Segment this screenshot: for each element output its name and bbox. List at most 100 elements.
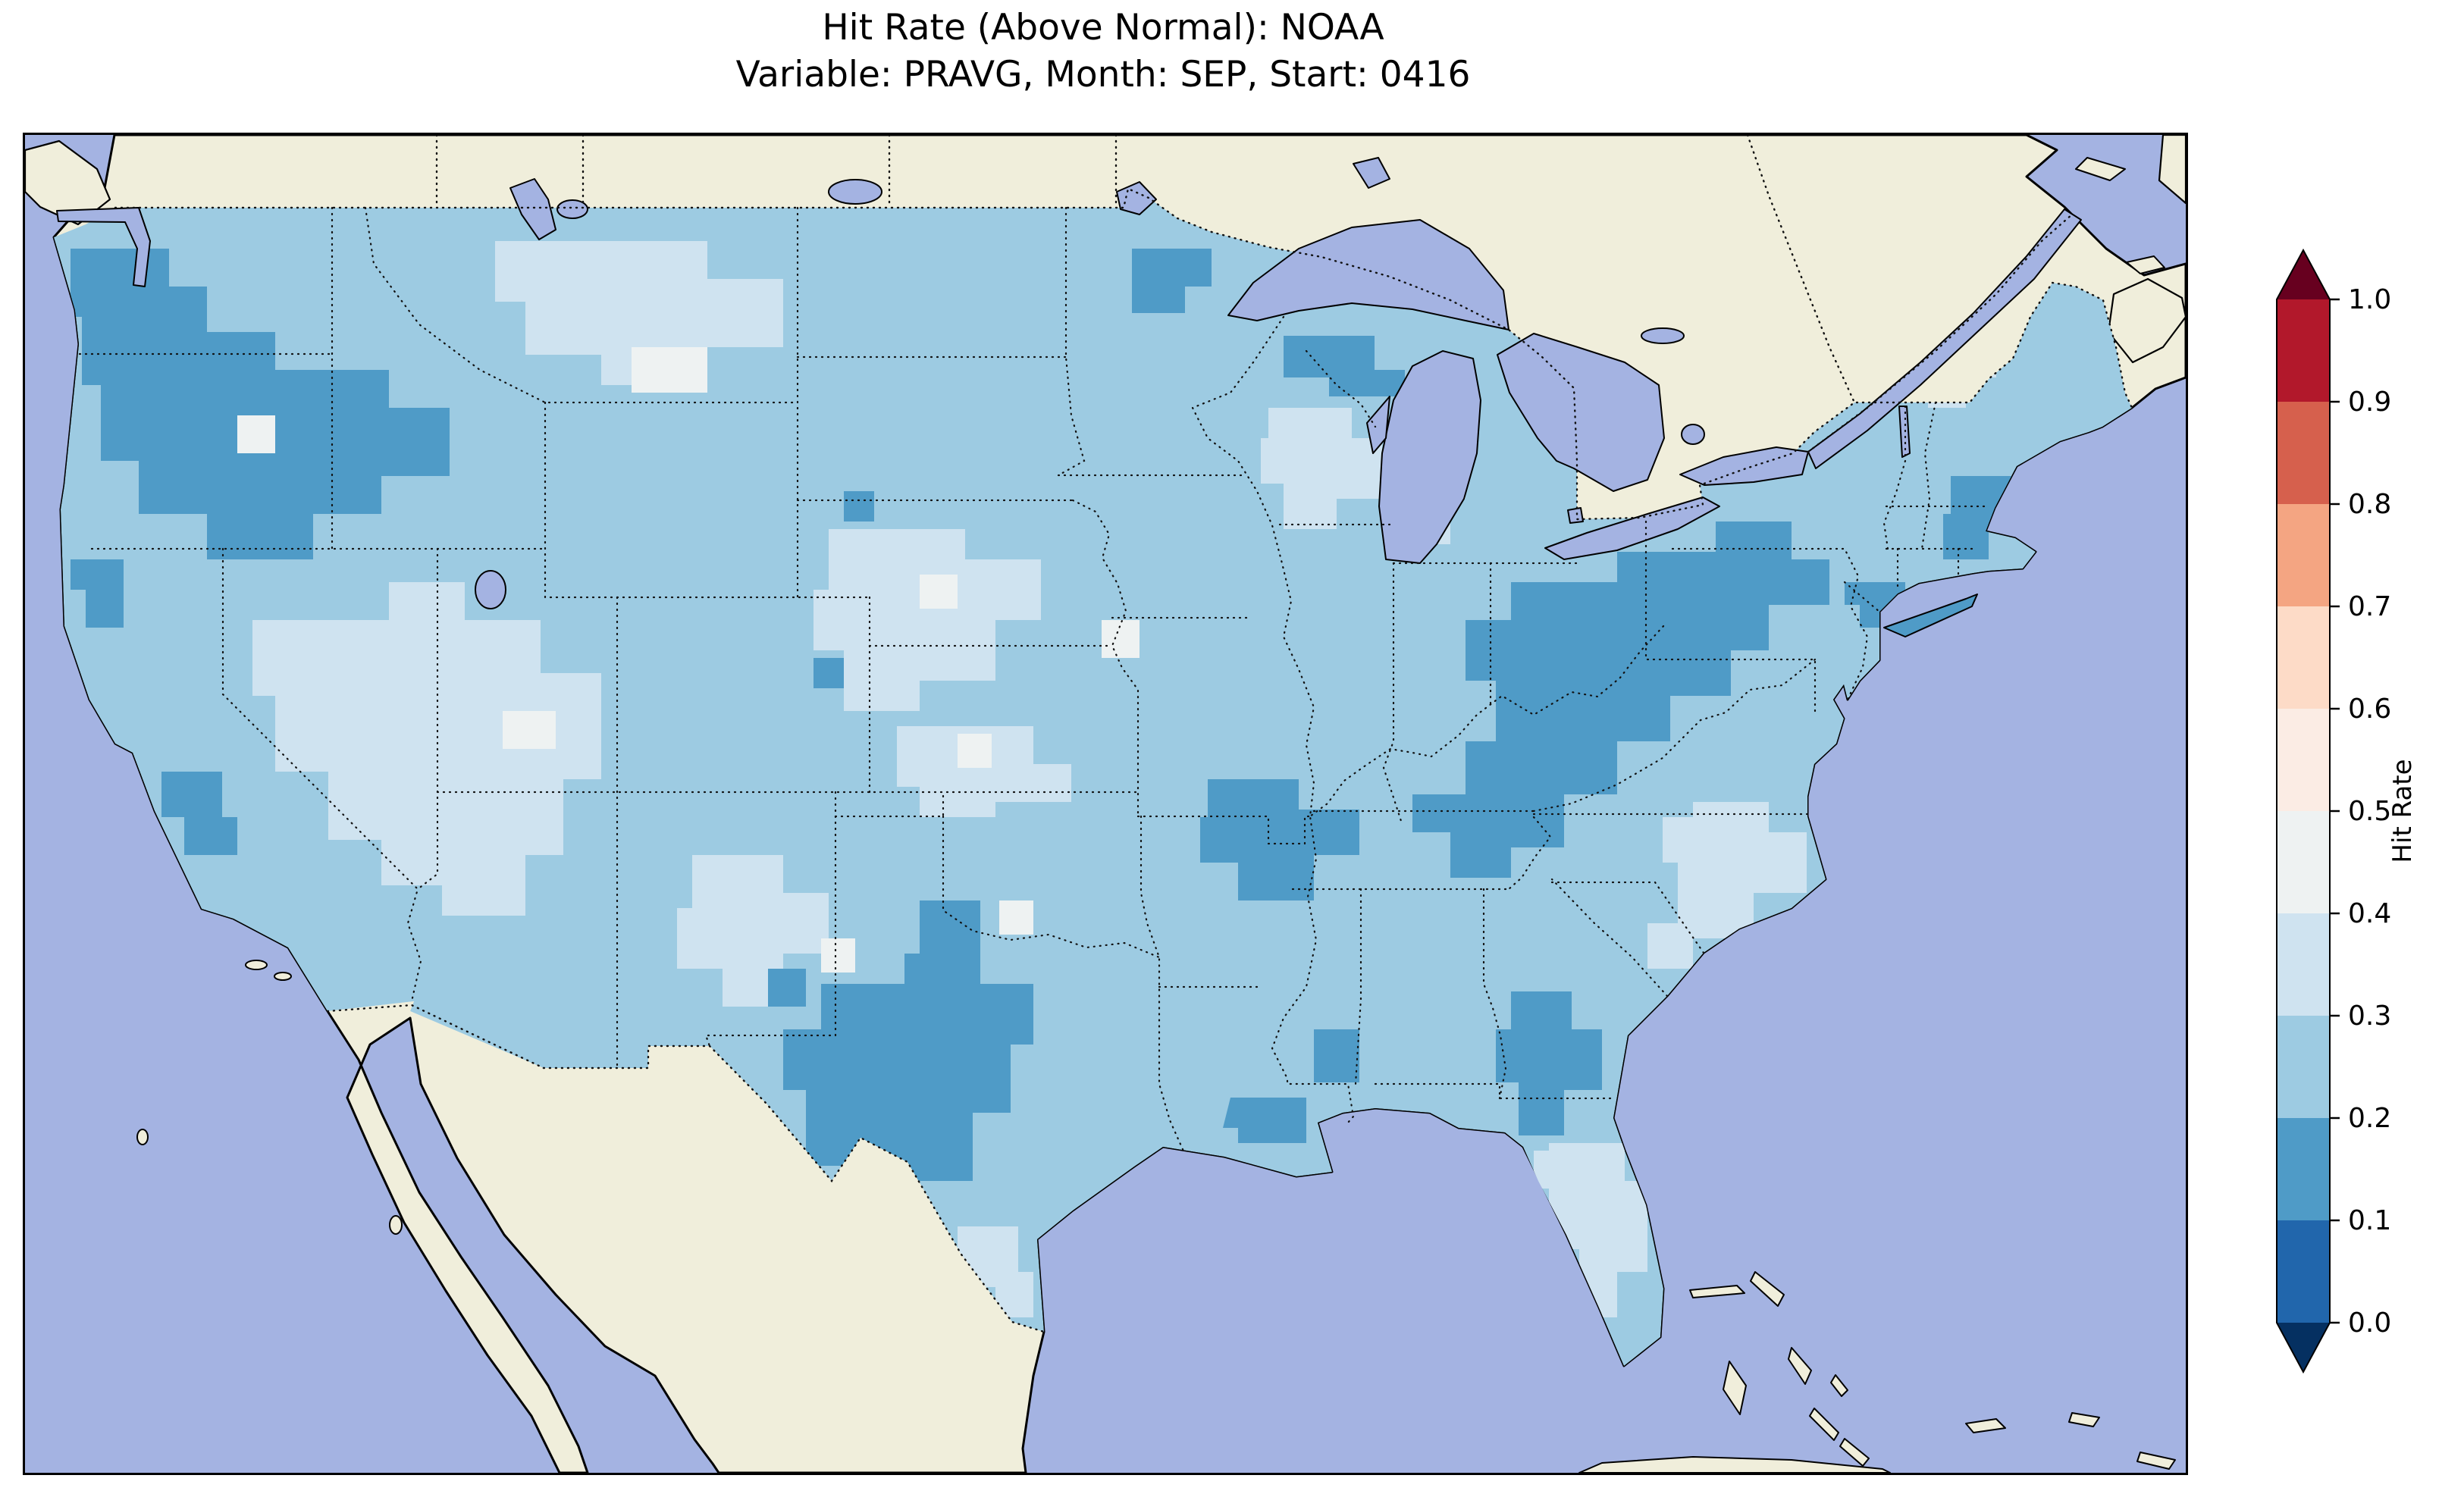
state-border-line	[1309, 625, 1665, 818]
state-border-line	[1482, 888, 1507, 1100]
patch-oklahoma-arm	[920, 900, 980, 954]
st-lawrence-river	[1807, 208, 2082, 469]
state-border-line	[942, 815, 1161, 959]
andros-island	[1723, 1361, 1747, 1415]
colorbar-tick-label: 0.1	[2348, 1205, 2391, 1236]
lake-erie	[1544, 496, 1720, 560]
patch-florida	[1534, 1143, 1647, 1317]
saskatchewan-lake	[828, 179, 882, 205]
colorbar-tick-label: 1.0	[2348, 284, 2391, 315]
hit-rate-05-patches	[237, 347, 1140, 973]
newfoundland-corner	[2158, 135, 2186, 205]
lakes-layer	[56, 157, 2082, 609]
channel-island	[274, 972, 292, 981]
patch-central-montana	[495, 241, 783, 385]
colorbar-tick-label: 0.3	[2348, 1001, 2391, 1032]
us-canada-border	[114, 187, 2133, 521]
title-line-2: Variable: PRAVG, Month: SEP, Start: 0416	[735, 54, 1471, 96]
lake-simcoe	[1681, 424, 1705, 445]
guadalupe-island	[136, 1129, 149, 1145]
colorbar-over-arrow	[2277, 250, 2330, 299]
patch-georgia	[1496, 991, 1602, 1135]
patch-ohio-valley-appalachians	[1412, 521, 1829, 878]
state-border-line	[1136, 815, 1315, 845]
lake-superior	[1227, 219, 1509, 330]
colorbar-tick-label: 0.2	[2348, 1103, 2391, 1134]
green-bay	[1366, 396, 1390, 454]
lake-huron	[1497, 333, 1665, 492]
colorbar-tick-label: 0.9	[2348, 387, 2391, 418]
cuba-north-coast	[1578, 1456, 1891, 1473]
anticosti-island	[2075, 157, 2126, 181]
state-border-line	[1882, 405, 1907, 550]
long-island	[1883, 594, 1978, 637]
colorbar-tick-label: 0.6	[2348, 694, 2391, 725]
patch-wisconsin	[1261, 408, 1382, 529]
patch-pacific-northwest	[71, 249, 450, 559]
canada-province-border	[1746, 135, 1856, 404]
cell-montana-white	[632, 347, 707, 393]
state-border-line	[1071, 499, 1140, 818]
patch-central-california	[161, 772, 237, 855]
long-island-bahamas	[1839, 1438, 1870, 1467]
colorbar-segment	[2277, 1220, 2330, 1323]
cat-island	[1830, 1374, 1848, 1397]
us-mexico-border	[326, 1004, 1045, 1333]
colorbar-segment	[2277, 811, 2330, 913]
state-border-line	[1374, 1082, 1615, 1100]
hit-rate-layer	[54, 189, 2132, 1366]
cell-oregon-white	[237, 415, 275, 453]
patch-south-texas	[958, 1226, 1033, 1317]
grand-bahama	[1689, 1285, 1745, 1298]
patch-kansas	[897, 726, 1071, 817]
prince-edward-island	[2126, 255, 2165, 274]
cell-kansas-white	[958, 734, 992, 768]
state-border-line	[1644, 520, 1817, 716]
state-border-line	[1550, 881, 1705, 954]
lake-ontario	[1679, 446, 1809, 486]
colorbar-segment	[2277, 402, 2330, 504]
state-border-line	[1354, 888, 1362, 1085]
state-border-line	[1305, 349, 1377, 428]
channel-island	[245, 960, 268, 970]
patch-great-basin	[252, 582, 601, 916]
colorbar-axis-label: Hit Rate	[2387, 759, 2418, 863]
hit-rate-02-patches	[71, 249, 2027, 1211]
patch-mississippi	[1314, 1029, 1359, 1082]
puget-sound	[56, 207, 151, 287]
st-lawrence-border	[1807, 213, 2074, 453]
state-border-line	[834, 791, 945, 818]
state-border-line	[1843, 581, 1881, 613]
lake-of-the-woods	[1116, 181, 1157, 215]
colorbar-segment	[2277, 299, 2330, 402]
patch-new-mexico	[677, 855, 829, 1007]
lake-manitoba	[556, 199, 588, 219]
hit-rate-04-patches	[252, 241, 1996, 1317]
colorbar-segment	[2277, 1118, 2330, 1220]
colorbar-segment	[2277, 606, 2330, 709]
state-borders	[78, 206, 1990, 1156]
cell-oklahoma-white	[999, 900, 1033, 935]
map-axes	[23, 133, 2188, 1475]
eleuthera-island	[1788, 1347, 1812, 1385]
international-borders	[114, 135, 2133, 1333]
colorbar-under-arrow	[2277, 1323, 2330, 1372]
colorbar-tick-label: 0.8	[2348, 489, 2391, 520]
colorbar-segment	[2277, 504, 2330, 606]
cedros-island	[389, 1215, 403, 1235]
lake-nipissing	[1641, 327, 1685, 344]
colorbar-segment	[2277, 1016, 2330, 1118]
patch-louisiana	[1223, 1098, 1306, 1143]
patch-ozarks-missouri-arkansas	[1200, 779, 1359, 900]
abaco-island	[1750, 1271, 1785, 1307]
cell-nevada-utah-white	[503, 711, 556, 749]
colorbar: 1.0 0.9 0.8 0.7 0.6 0.5 0.4 0.3 0.2 0.1 0.0 Hit Rat…	[2276, 248, 2418, 1374]
small-island	[1965, 1418, 2006, 1433]
state-border-line	[1382, 562, 1403, 822]
us-hit-rate-map	[25, 135, 2186, 1473]
small-island	[2136, 1452, 2176, 1470]
state-border-line	[1532, 658, 1817, 813]
lake-nipigon	[1353, 157, 1390, 189]
state-border-line	[416, 547, 439, 891]
islands-layer	[136, 594, 2176, 1473]
